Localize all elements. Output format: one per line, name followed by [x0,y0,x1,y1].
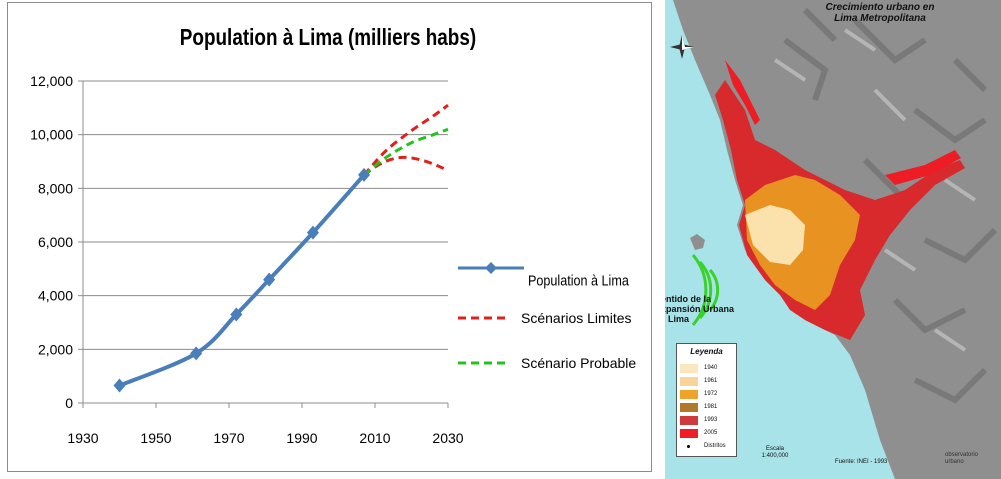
y-tick-label: 0 [65,395,73,411]
map-scale: Escala 1:400,000 [755,446,795,460]
map-legend-item: 1961 [680,377,736,387]
legend-label: Scénarios Limites [521,310,632,326]
map-legend-item: 1940 [680,364,736,374]
logo-line1: observatorio [945,452,979,458]
map-legend-item: Distritos [680,442,736,452]
map-legend: Leyenda 1940 1961 1972 1981 1993 2005 Distrito… [676,343,737,457]
y-tick-label: 8,000 [38,180,73,196]
x-tick-label: 1930 [67,430,98,446]
map-legend-label: 1972 [704,391,718,397]
map-legend-label: 1993 [704,417,718,423]
map-legend-swatch [680,377,698,386]
data-point-marker [230,307,243,322]
expansion-label-line1: Sentido de la [665,294,712,304]
map-legend-label: 1961 [704,378,718,384]
expansion-label: Sentido de la Expansión Urbana en Lima [665,294,735,324]
data-point-marker [113,378,126,393]
logo-line2: urbano [945,459,964,465]
map-source: Fuente: INEI - 1993 [835,459,888,465]
map-legend-label: Distritos [704,443,726,449]
map-legend-swatch [680,429,698,438]
y-tick-label: 12,000 [30,73,73,89]
data-point-marker [306,225,319,240]
map-legend-label: 1940 [704,365,718,371]
y-tick-label: 4,000 [38,288,73,304]
map-title: Crecimiento urbano en Lima Metropolitana [795,2,965,24]
map-scale-value: 1:400,000 [761,453,789,459]
map-legend-label: 1981 [704,404,718,410]
compass-icon [670,35,694,59]
map-legend-swatch [680,416,698,425]
legend-label: Scénario Probable [521,355,636,371]
lima-urban-growth-map [670,0,1001,479]
island [690,234,705,250]
expansion-arc-3 [691,254,708,326]
y-tick-label: 2,000 [38,341,73,357]
scenario-line [363,127,449,177]
scenario-line [363,155,449,177]
lima-map-panel: Crecimiento urbano en Lima Metropolitana… [665,0,1001,479]
legend-label: Population à Lima [528,273,629,289]
legend-marker [485,262,497,274]
expansion-label-line3: en Lima [665,314,690,324]
population-line [118,173,366,388]
map-title-line2: Lima Metropolitana [834,13,926,24]
map-legend-item: 1993 [680,416,736,426]
map-legend-item: 1972 [680,390,736,400]
map-legend-swatch [680,364,698,373]
map-title-line1: Crecimiento urbano en [825,2,935,13]
scenario-line [362,103,449,176]
expansion-arc-1 [708,269,720,311]
y-tick-label: 10,000 [30,127,73,143]
x-tick-label: 1950 [140,430,171,446]
data-point-marker [263,272,276,287]
map-legend-swatch [680,403,698,412]
y-tick-label: 6,000 [38,234,73,250]
expansion-label-line2: Expansión Urbana [665,304,735,314]
map-legend-title: Leyenda [690,347,723,356]
population-chart: Population à Lima (milliers habs) 0 2,000 4… [30,25,636,446]
map-scale-label: Escala [765,446,784,452]
map-legend-swatch [687,445,690,448]
x-tick-label: 2010 [359,430,390,446]
x-tick-label: 1990 [286,430,317,446]
observatorio-logo: observatorio urbano [945,452,978,466]
map-legend-label: 2005 [704,430,718,436]
urban-fringe-north [725,60,760,125]
urban-1961-area [745,205,805,265]
terrain-highlights [773,28,977,352]
chart-title: Population à Lima (milliers habs) [180,25,476,50]
x-tick-label: 1970 [213,430,244,446]
data-point-marker [358,167,371,182]
urban-fringe-east [885,150,961,185]
chart-panel: Population à Lima (milliers habs) 0 2,000 4… [7,2,652,472]
map-legend-item: 1981 [680,403,736,413]
map-legend-item: 2005 [680,429,736,439]
data-point-marker [190,346,203,361]
x-tick-label: 2030 [432,430,463,446]
expansion-arc-2 [698,261,713,319]
map-legend-swatch [680,390,698,399]
